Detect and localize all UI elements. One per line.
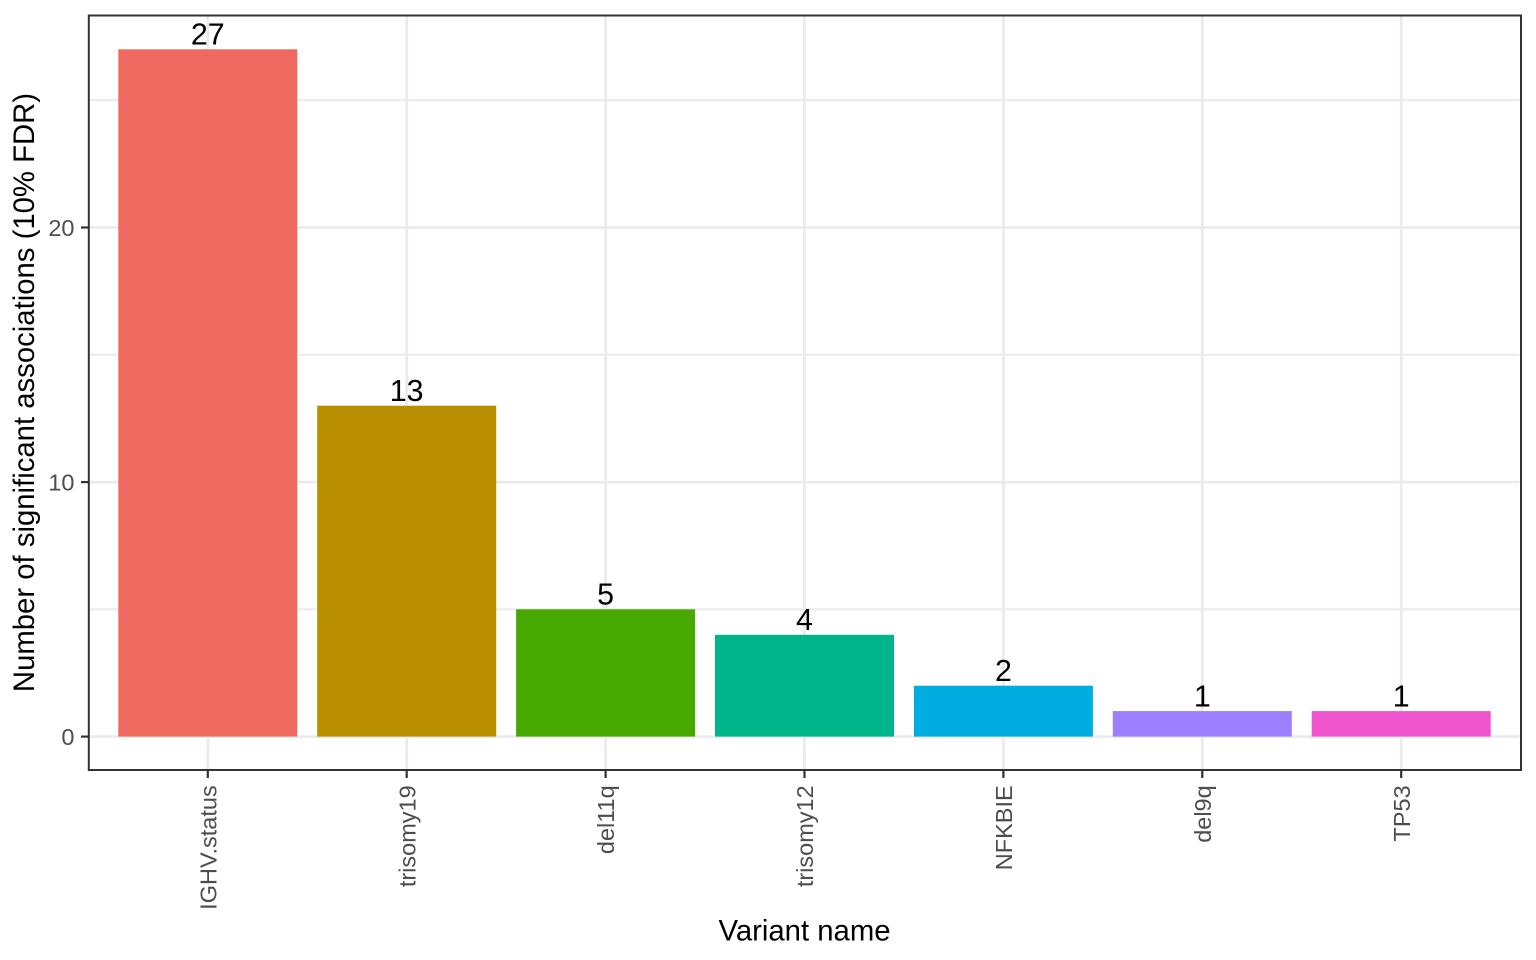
svg-text:trisomy12: trisomy12 xyxy=(792,785,818,887)
svg-text:5: 5 xyxy=(597,578,614,612)
svg-text:Variant name: Variant name xyxy=(718,914,890,947)
svg-text:4: 4 xyxy=(796,603,813,637)
svg-text:13: 13 xyxy=(390,374,424,408)
svg-text:Number of significant associat: Number of significant associations (10% … xyxy=(8,93,41,692)
svg-text:del9q: del9q xyxy=(1190,785,1216,843)
svg-text:1: 1 xyxy=(1393,679,1410,713)
svg-text:2: 2 xyxy=(995,654,1012,688)
svg-text:0: 0 xyxy=(61,724,74,750)
svg-text:27: 27 xyxy=(191,18,225,52)
svg-text:NFKBIE: NFKBIE xyxy=(991,785,1017,870)
svg-text:TP53: TP53 xyxy=(1389,785,1415,841)
svg-text:1: 1 xyxy=(1194,679,1211,713)
svg-text:IGHV.status: IGHV.status xyxy=(195,785,221,910)
svg-text:20: 20 xyxy=(48,215,74,241)
svg-text:10: 10 xyxy=(48,470,74,496)
svg-text:del11q: del11q xyxy=(593,785,619,854)
svg-text:trisomy19: trisomy19 xyxy=(394,785,420,887)
